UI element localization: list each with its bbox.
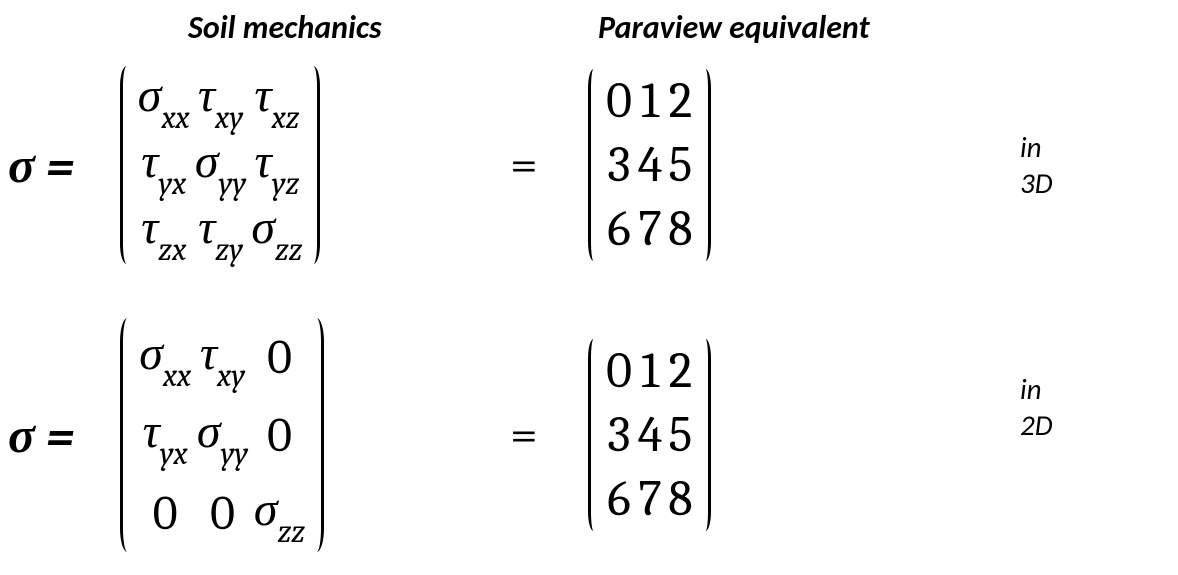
matrix-cell: 2: [665, 69, 695, 133]
matrix-cell: σxx: [136, 318, 194, 396]
sigma-equals-2d: σ =: [8, 406, 74, 465]
sigma-equals-3d: σ =: [8, 136, 74, 195]
matrix-cell: 0: [251, 396, 308, 474]
equals-sign-2d: =: [510, 406, 538, 464]
page: Soil mechanics Paraview equivalent σ = σ…: [0, 8, 1178, 16]
label-in-2d: in 2D: [1020, 371, 1053, 443]
matrix-cell: 7: [635, 467, 665, 531]
matrix-cell: σyy: [194, 396, 251, 474]
matrix-cell: 4: [635, 133, 665, 197]
matrix-cell: τyx: [135, 132, 192, 198]
matrix-cell: σzz: [249, 198, 305, 264]
matrix-soil-3d: σxxτxyτxz τyxσyyτyz τzxτzyσzz: [120, 66, 320, 264]
matrix-cell: 5: [665, 403, 695, 467]
matrix-cell: 4: [635, 403, 665, 467]
matrix-cell: τyz: [249, 132, 305, 198]
matrix-cell: 0: [251, 318, 308, 396]
matrix-cell: τzy: [192, 198, 248, 264]
matrix-cell: 0: [603, 339, 635, 403]
matrix-cell: τzx: [135, 198, 192, 264]
matrix-cell: σyy: [192, 132, 248, 198]
header-paraview-equivalent: Paraview equivalent: [598, 8, 870, 47]
matrix-cell: 7: [635, 197, 665, 261]
matrix-paraview-2d: 012345678: [588, 339, 711, 531]
matrix-cell: 3: [603, 133, 635, 197]
matrix-cell: 1: [635, 339, 665, 403]
matrix-cell: τxz: [249, 66, 305, 132]
matrix-cell: σzz: [251, 474, 308, 552]
matrix-cell: 3: [603, 403, 635, 467]
matrix-cell: τxy: [194, 318, 251, 396]
matrix-cell: 0: [194, 474, 251, 552]
matrix-cell: 8: [665, 197, 695, 261]
matrix-cell: τyx: [136, 396, 194, 474]
matrix-cell: 6: [603, 467, 635, 531]
header-soil-mechanics: Soil mechanics: [188, 8, 382, 47]
matrix-cell: σxx: [135, 66, 192, 132]
matrix-soil-2d: σxxτxy0τyxσyy000σzz: [120, 318, 324, 552]
matrix-cell: 0: [603, 69, 635, 133]
matrix-cell: 0: [136, 474, 194, 552]
matrix-paraview-3d: 012345678: [588, 69, 711, 261]
matrix-cell: 1: [635, 69, 665, 133]
matrix-cell: 5: [665, 133, 695, 197]
matrix-cell: 6: [603, 197, 635, 261]
label-in-3d: in 3D: [1020, 129, 1053, 201]
equals-sign-3d: =: [510, 136, 538, 194]
matrix-cell: 8: [665, 467, 695, 531]
matrix-cell: τxy: [192, 66, 248, 132]
matrix-cell: 2: [665, 339, 695, 403]
